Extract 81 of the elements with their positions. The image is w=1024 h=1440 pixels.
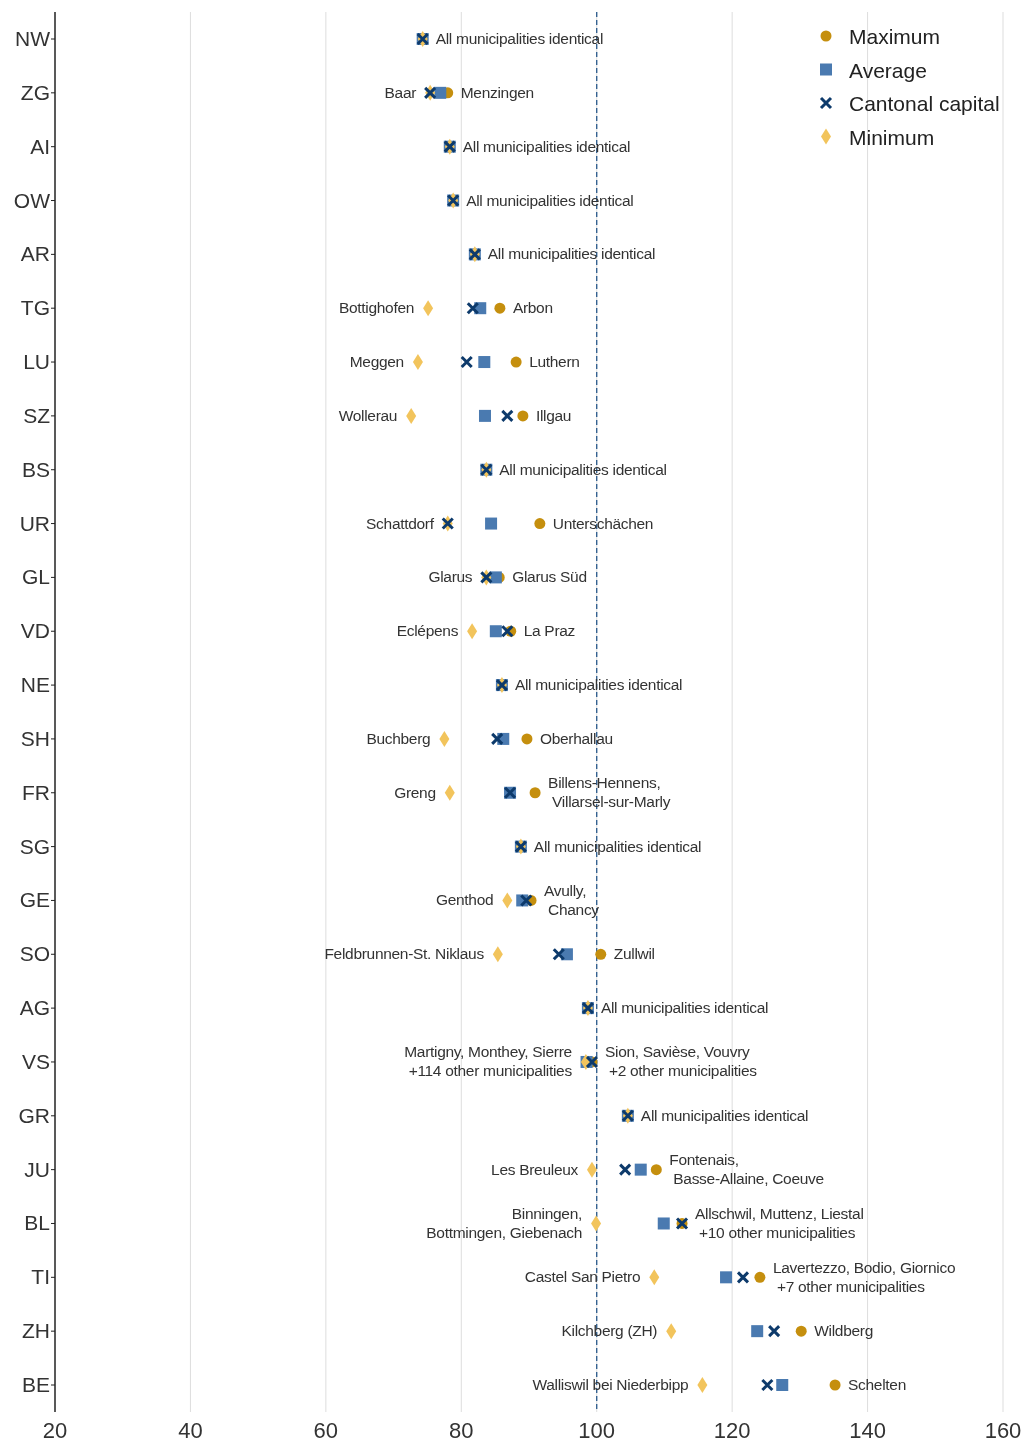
y-tick-label: SH (20, 726, 50, 750)
annotation: All municipalities identical (640, 1106, 809, 1124)
legend-label: Maximum (849, 25, 941, 48)
annotation: Menzingen (460, 83, 534, 101)
annotation: Sion, Savièse, Vouvry +2 other municipalities (604, 1043, 758, 1080)
annotation: Castel San Pietro (524, 1268, 641, 1286)
annotation: Binningen, Bottmingen, Giebenach (426, 1204, 583, 1241)
y-tick-label: NE (20, 673, 50, 697)
annotation: Billens-Hennens, Villarsel-sur-Marly (548, 774, 671, 811)
annotation: All municipalities identical (533, 837, 702, 855)
y-tick-label: TG (20, 296, 50, 320)
x-tick-label: 140 (849, 1418, 886, 1440)
y-tick-label: VS (21, 1049, 50, 1073)
legend-label: Minimum (849, 125, 935, 149)
legend-label: Average (849, 58, 927, 82)
annotation: Schattdorf (366, 514, 435, 532)
y-tick-label: UR (19, 511, 50, 535)
annotation: Genthod (435, 891, 494, 909)
annotation: Meggen (349, 353, 404, 371)
x-tick-label: 40 (178, 1418, 203, 1440)
y-tick-label: GE (19, 888, 50, 912)
y-tick-label: OW (13, 188, 51, 212)
annotation: All municipalities identical (462, 137, 631, 155)
annotation: Martigny, Monthey, Sierre +114 other municipalities (404, 1043, 573, 1080)
y-tick-label: NW (15, 27, 51, 50)
annotation: Fontenais, Basse-Allaine, Coeuve (669, 1151, 824, 1188)
annotation: Illgau (535, 406, 572, 424)
annotation: Buchberg (366, 729, 431, 747)
annotation: Bottighofen (338, 299, 415, 317)
annotation: Kilchberg (ZH) (561, 1322, 658, 1340)
annotation: Wollerau (338, 406, 398, 424)
y-tick-label: BS (21, 457, 50, 481)
annotation: Les Breuleux (491, 1160, 579, 1178)
annotation: Wildberg (814, 1322, 873, 1340)
y-tick-label: BE (21, 1373, 50, 1396)
annotation: All municipalities identical (514, 676, 683, 694)
y-tick-label: AR (20, 242, 50, 266)
y-tick-label: AI (30, 134, 50, 158)
y-tick-label: LU (23, 350, 50, 374)
annotation: All municipalities identical (435, 30, 604, 47)
y-tick-label: ZG (20, 80, 50, 104)
y-tick-label: SZ (23, 403, 51, 427)
annotation: Baar (384, 83, 417, 101)
annotation: Luthern (529, 353, 580, 371)
y-tick-label: GL (21, 565, 50, 589)
x-tick-label: 80 (449, 1418, 474, 1440)
annotation: Allschwil, Muttenz, Liestal +10 other municipalities (695, 1204, 864, 1241)
x-tick-label: 120 (713, 1418, 751, 1440)
annotation: Glarus (428, 568, 473, 586)
annotation: Oberhallau (539, 729, 613, 747)
annotation: Feldbrunnen-St. Niklaus (324, 945, 485, 963)
annotation: All municipalities identical (487, 245, 656, 263)
annotation: Zullwil (613, 945, 655, 963)
y-tick-label: BL (24, 1211, 50, 1235)
annotation: All municipalities identical (499, 460, 667, 478)
y-tick-label: FR (22, 780, 50, 804)
annotation: La Praz (523, 622, 576, 640)
annotation: Greng (394, 783, 436, 801)
annotation: All municipalities identical (600, 999, 769, 1017)
y-tick-label: JU (24, 1157, 50, 1181)
y-tick-label: SO (19, 942, 50, 966)
legend-label: Cantonal capital (849, 92, 1000, 115)
annotation: Lavertezzo, Bodio, Giornico +7 other municipalities (772, 1258, 956, 1295)
annotation: Walliswil bei Niederbipp (532, 1376, 689, 1393)
annotation: Unterschächen (552, 514, 654, 532)
x-tick-label: 20 (42, 1418, 68, 1440)
y-tick-label: VD (20, 619, 50, 643)
annotation: All municipalities identical (466, 191, 634, 209)
annotation: Eclépens (396, 622, 459, 640)
y-tick-label: ZH (22, 1319, 50, 1343)
x-tick-label: 60 (313, 1418, 339, 1440)
y-tick-label: GR (18, 1103, 50, 1127)
annotation: Schelten (848, 1376, 906, 1393)
annotation: Glarus Süd (512, 568, 587, 586)
x-tick-label: 100 (578, 1418, 616, 1440)
y-tick-label: SG (19, 834, 50, 858)
y-tick-label: TI (31, 1265, 50, 1289)
x-tick-label: 160 (984, 1418, 1022, 1440)
annotation: Avully, Chancy (544, 881, 600, 918)
y-tick-label: AG (19, 996, 50, 1020)
annotation: Arbon (512, 299, 553, 317)
